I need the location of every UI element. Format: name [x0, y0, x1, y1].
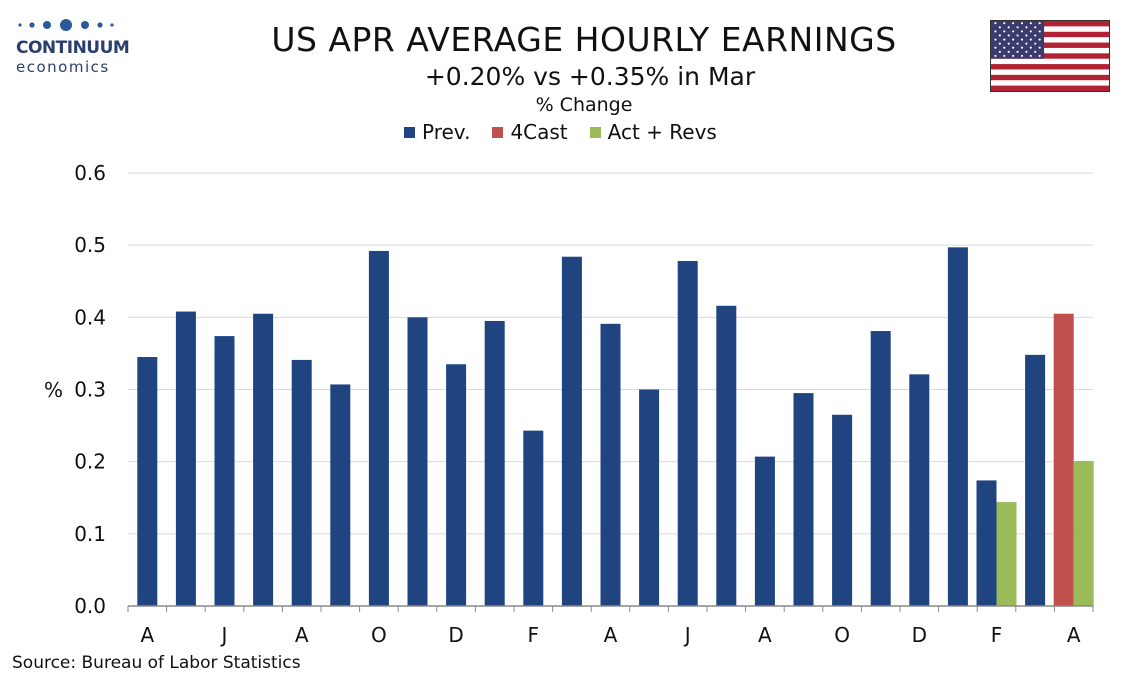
x-tick-label: J	[683, 623, 691, 647]
bar-prev	[330, 384, 351, 606]
bar-prev	[976, 480, 997, 606]
bar-prev	[446, 364, 467, 606]
x-tick-label: J	[220, 623, 228, 647]
legend-swatch-actual	[589, 126, 601, 138]
x-tick-label: A	[604, 623, 618, 647]
legend-item-4cast: 4Cast	[492, 120, 568, 144]
y-tick-label: 0.2	[74, 450, 106, 474]
bar-prev	[561, 256, 582, 606]
company-logo: CONTINUUM economics	[10, 12, 140, 76]
legend-swatch-prev	[404, 126, 415, 138]
legend-label-prev: Prev.	[422, 120, 471, 144]
bar-prev	[754, 456, 775, 606]
legend-swatch-4cast	[492, 126, 504, 138]
legend-item-actual: Act + Revs	[589, 120, 717, 144]
bar-prev	[639, 389, 660, 606]
bar-prev	[291, 359, 312, 606]
bar-prev	[175, 311, 196, 606]
bar-actual	[996, 502, 1017, 606]
chart-subtitle: +0.20% vs +0.35% in Mar	[424, 62, 756, 91]
logo-name: CONTINUUM	[16, 38, 130, 58]
source-note: Source: Bureau of Labor Statistics	[12, 653, 301, 673]
y-tick-label: 0.5	[74, 233, 106, 257]
bar-4cast	[1053, 313, 1074, 606]
bar-prev	[214, 336, 235, 606]
x-tick-label: D	[448, 623, 463, 647]
bar-actual	[1073, 460, 1094, 606]
x-tick-label: O	[834, 623, 850, 647]
bar-prev	[368, 250, 389, 606]
bar-prev	[677, 261, 698, 606]
bar-prev	[523, 430, 544, 606]
bar-prev	[870, 331, 891, 606]
x-tick-label: F	[528, 623, 540, 647]
legend-item-prev: Prev.	[404, 120, 470, 144]
bar-prev	[484, 320, 505, 606]
bar-prev	[407, 317, 428, 606]
bar-prev	[947, 247, 968, 606]
legend-label-4cast: 4Cast	[510, 120, 568, 144]
y-tick-label: 0.6	[74, 161, 106, 185]
us-flag-icon	[990, 20, 1110, 92]
y-axis-label: %	[44, 378, 63, 402]
x-tick-label: A	[295, 623, 309, 647]
x-tick-label: A	[1067, 623, 1081, 647]
bar-prev	[716, 305, 737, 606]
bar-prev	[909, 374, 930, 606]
y-tick-label: 0.4	[74, 305, 106, 329]
y-tick-label: 0.0	[74, 594, 106, 618]
chart-title: US APR AVERAGE HOURLY EARNINGS	[271, 20, 897, 59]
legend-label-actual: Act + Revs	[607, 120, 717, 144]
chart-unit-label: % Change	[535, 94, 633, 116]
logo-subtitle: economics	[16, 58, 110, 76]
bar-prev	[253, 313, 274, 606]
x-tick-label: A	[140, 623, 154, 647]
chart-legend: Prev. 4Cast Act + Revs	[404, 120, 739, 144]
x-tick-label: O	[371, 623, 387, 647]
bar-prev	[793, 393, 814, 606]
x-tick-label: F	[991, 623, 1003, 647]
bar-prev	[1025, 354, 1046, 606]
y-tick-label: 0.3	[74, 378, 106, 402]
x-tick-label: A	[758, 623, 772, 647]
x-tick-label: D	[912, 623, 927, 647]
bar-prev	[137, 357, 158, 606]
logo-dots-icon	[18, 19, 114, 31]
bar-prev	[600, 323, 621, 606]
bar-prev	[832, 414, 853, 606]
y-tick-label: 0.1	[74, 522, 106, 546]
